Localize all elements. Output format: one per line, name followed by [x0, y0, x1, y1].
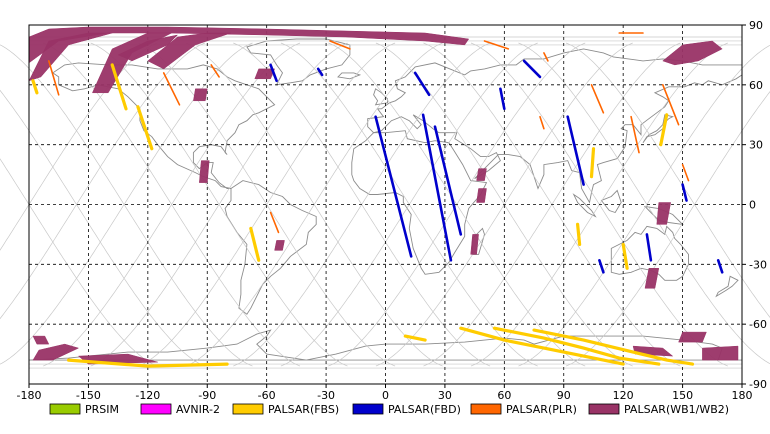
y-tick-label: 60	[749, 79, 763, 92]
legend-item: PALSAR(FBS)	[233, 403, 339, 416]
x-tick-label: 60	[497, 389, 511, 402]
wb-swath-brazil	[275, 240, 285, 250]
y-tick-label: 90	[749, 19, 763, 32]
legend-swatch	[589, 404, 619, 414]
x-tick-label: 90	[557, 389, 571, 402]
legend-swatch	[141, 404, 171, 414]
legend-label: PALSAR(PLR)	[506, 403, 577, 416]
legend-item: PALSAR(FBD)	[353, 403, 461, 416]
x-tick-label: -150	[76, 389, 101, 402]
wb-swath-arabia	[477, 189, 487, 203]
wb-swath-mexico	[199, 161, 209, 183]
x-tick-label: 150	[672, 389, 693, 402]
legend-swatch	[50, 404, 80, 414]
wb-swath-canada-patch	[193, 89, 207, 101]
x-tick-label: -180	[17, 389, 42, 402]
x-tick-label: -90	[198, 389, 216, 402]
legend-label: PALSAR(FBS)	[268, 403, 339, 416]
y-tick-label: -90	[749, 378, 767, 391]
legend-item: AVNIR-2	[141, 403, 220, 416]
fbs-track-fbs-4	[592, 149, 594, 177]
legend-swatch	[353, 404, 383, 414]
legend-swatch	[471, 404, 501, 414]
x-tick-label: -120	[135, 389, 160, 402]
x-tick-label: 0	[382, 389, 389, 402]
legend: PRSIM AVNIR-2 PALSAR(FBS) PALSAR(FBD) PALSAR…	[50, 403, 729, 416]
y-tick-label: -30	[749, 258, 767, 271]
legend-label: PALSAR(WB1/WB2)	[624, 403, 729, 416]
y-tick-label: -60	[749, 318, 767, 331]
y-tick-label: 30	[749, 139, 763, 152]
x-tick-label: -30	[317, 389, 335, 402]
legend-label: PRSIM	[85, 403, 119, 416]
legend-label: AVNIR-2	[176, 403, 220, 416]
legend-item: PRSIM	[50, 403, 119, 416]
x-tick-label: 120	[613, 389, 634, 402]
x-tick-label: -60	[258, 389, 276, 402]
wb-swath-antarctic-4	[679, 332, 707, 342]
x-tick-label: 30	[438, 389, 452, 402]
fbs-track-fbs-5	[578, 224, 580, 244]
legend-label: PALSAR(FBD)	[388, 403, 461, 416]
legend-item: PALSAR(WB1/WB2)	[589, 403, 729, 416]
wb-swath-antarctic-5	[702, 346, 738, 360]
legend-swatch	[233, 404, 263, 414]
wb-swath-horn-africa	[477, 169, 487, 181]
y-tick-label: 0	[749, 199, 756, 212]
legend-item: PALSAR(PLR)	[471, 403, 577, 416]
